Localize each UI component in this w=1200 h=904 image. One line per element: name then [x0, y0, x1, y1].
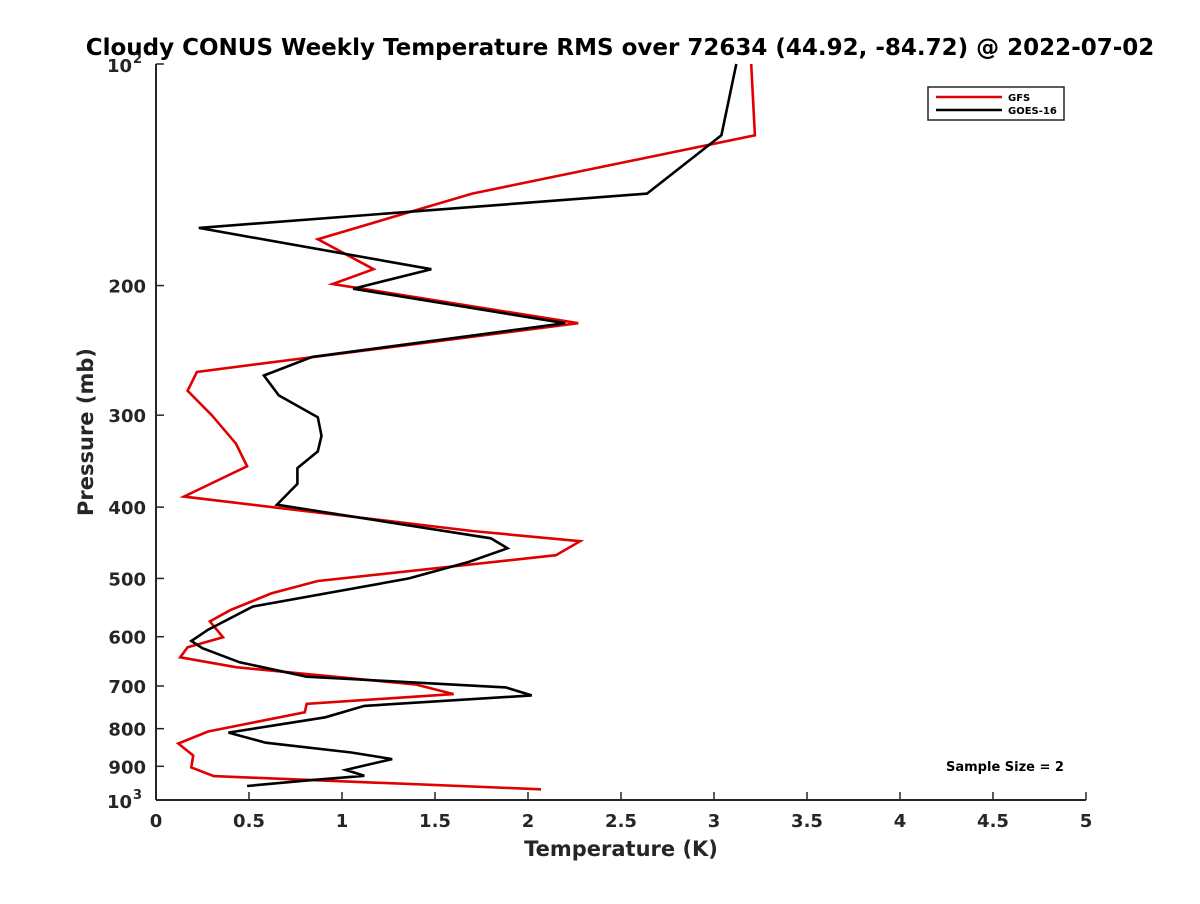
chart-title: Cloudy CONUS Weekly Temperature RMS over… [86, 35, 1155, 61]
y-tick-label: 700 [108, 677, 146, 698]
series-line-goes-16 [188, 63, 738, 788]
y-tick-label: 900 [108, 757, 146, 778]
x-axis-label: Temperature (K) [524, 837, 718, 861]
y-tick-label-power-base: 10 [107, 56, 132, 77]
y-tick-label: 800 [108, 720, 146, 741]
x-tick-label: 3 [708, 811, 721, 832]
x-tick-label: 5 [1080, 811, 1093, 832]
y-tick-label: 300 [108, 406, 146, 427]
x-tick-label: 2 [522, 811, 535, 832]
y-tick-label: 600 [108, 628, 146, 649]
y-tick-label-power-exponent: 2 [133, 52, 142, 67]
sample-size-annotation: Sample Size = 2 [946, 760, 1064, 775]
legend: GFS GOES-16 [927, 86, 1065, 121]
x-tick-label: 0 [150, 811, 163, 832]
y-tick-label: 500 [108, 569, 146, 590]
x-tick-label: 2.5 [605, 811, 637, 832]
y-tick-label: 200 [108, 277, 146, 298]
x-tick-label: 1 [336, 811, 349, 832]
y-tick-label: 400 [108, 498, 146, 519]
x-tick-label: 3.5 [791, 811, 823, 832]
legend-label-goes16: GOES-16 [1008, 106, 1057, 117]
y-tick-label-power-base: 10 [107, 792, 132, 813]
legend-label-gfs: GFS [1008, 93, 1030, 104]
x-tick-label: 4.5 [977, 811, 1009, 832]
plot-series-group [175, 63, 757, 791]
series-line-gfs [175, 63, 757, 791]
y-tick-label-power-exponent: 3 [133, 788, 142, 803]
x-axis-ticks: 0 0.5 1 1.5 2 2.5 3 3.5 4 4.5 5 [150, 792, 1093, 832]
y-axis-label: Pressure (mb) [74, 348, 98, 516]
x-tick-label: 0.5 [233, 811, 265, 832]
x-tick-label: 1.5 [419, 811, 451, 832]
x-tick-label: 4 [894, 811, 907, 832]
legend-box [927, 86, 1065, 121]
